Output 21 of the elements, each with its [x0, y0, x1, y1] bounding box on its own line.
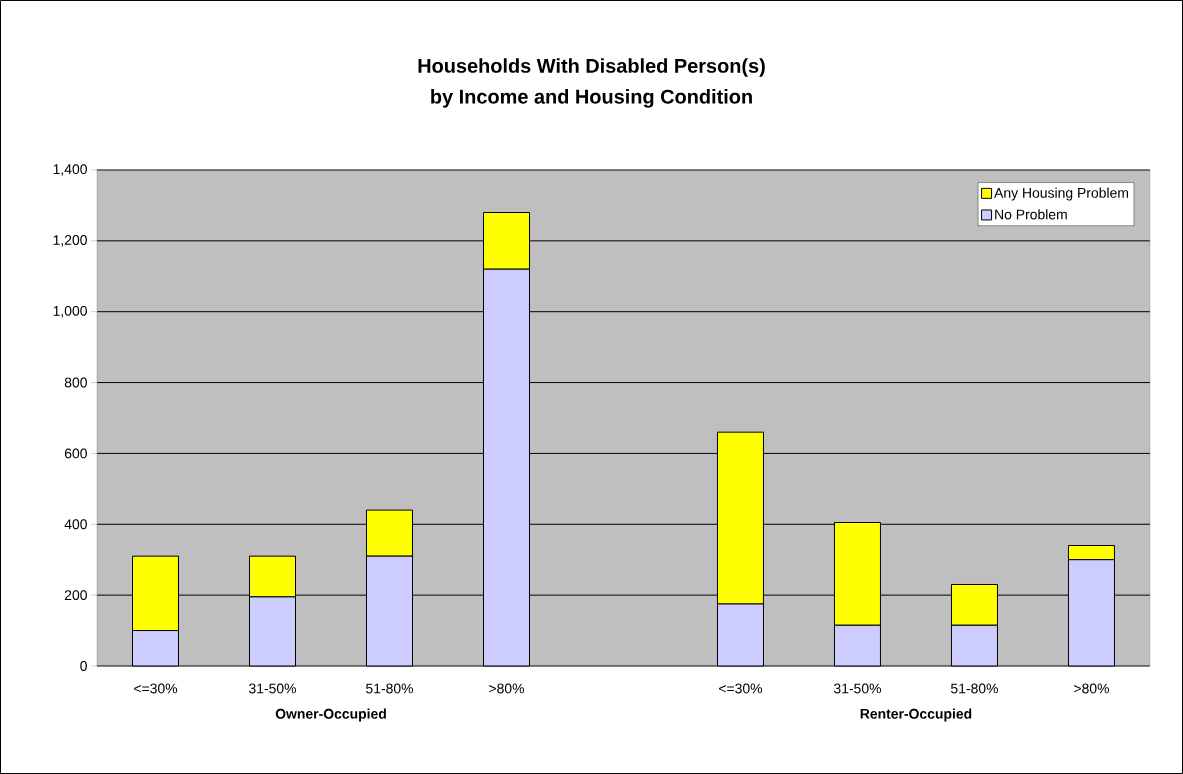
x-tick-label: 31-50% [248, 683, 297, 694]
y-tick-label: 1,200 [53, 235, 87, 247]
text: Renter-Occupied [860, 708, 972, 722]
y-tick-label: 200 [64, 590, 87, 601]
legend-label: No Problem [995, 209, 1067, 220]
x-tick-label: 31-50% [833, 683, 881, 694]
chart-title: Households With Disabled Person(s) by Income and Housing Condition [418, 58, 765, 108]
text: Owner-Occupied [275, 708, 386, 722]
x-tick-label: >80% [489, 683, 525, 694]
x-tick-label: 51-80% [950, 683, 998, 694]
x-tick-label: 51-80% [366, 683, 414, 694]
y-tick-label: 400 [64, 519, 87, 530]
x-tick-label: <=30% [134, 683, 178, 694]
x-tick-label: <=30% [719, 683, 763, 694]
y-tick-label: 800 [64, 377, 87, 388]
y-tick-label: 0 [80, 661, 87, 671]
y-tick-label: 1,400 [53, 164, 87, 176]
x-tick-label: >80% [1074, 683, 1109, 694]
y-tick-label: 600 [64, 448, 87, 459]
y-tick-label: 1,000 [53, 305, 87, 318]
legend-label: Any Housing Problem [994, 187, 1129, 201]
